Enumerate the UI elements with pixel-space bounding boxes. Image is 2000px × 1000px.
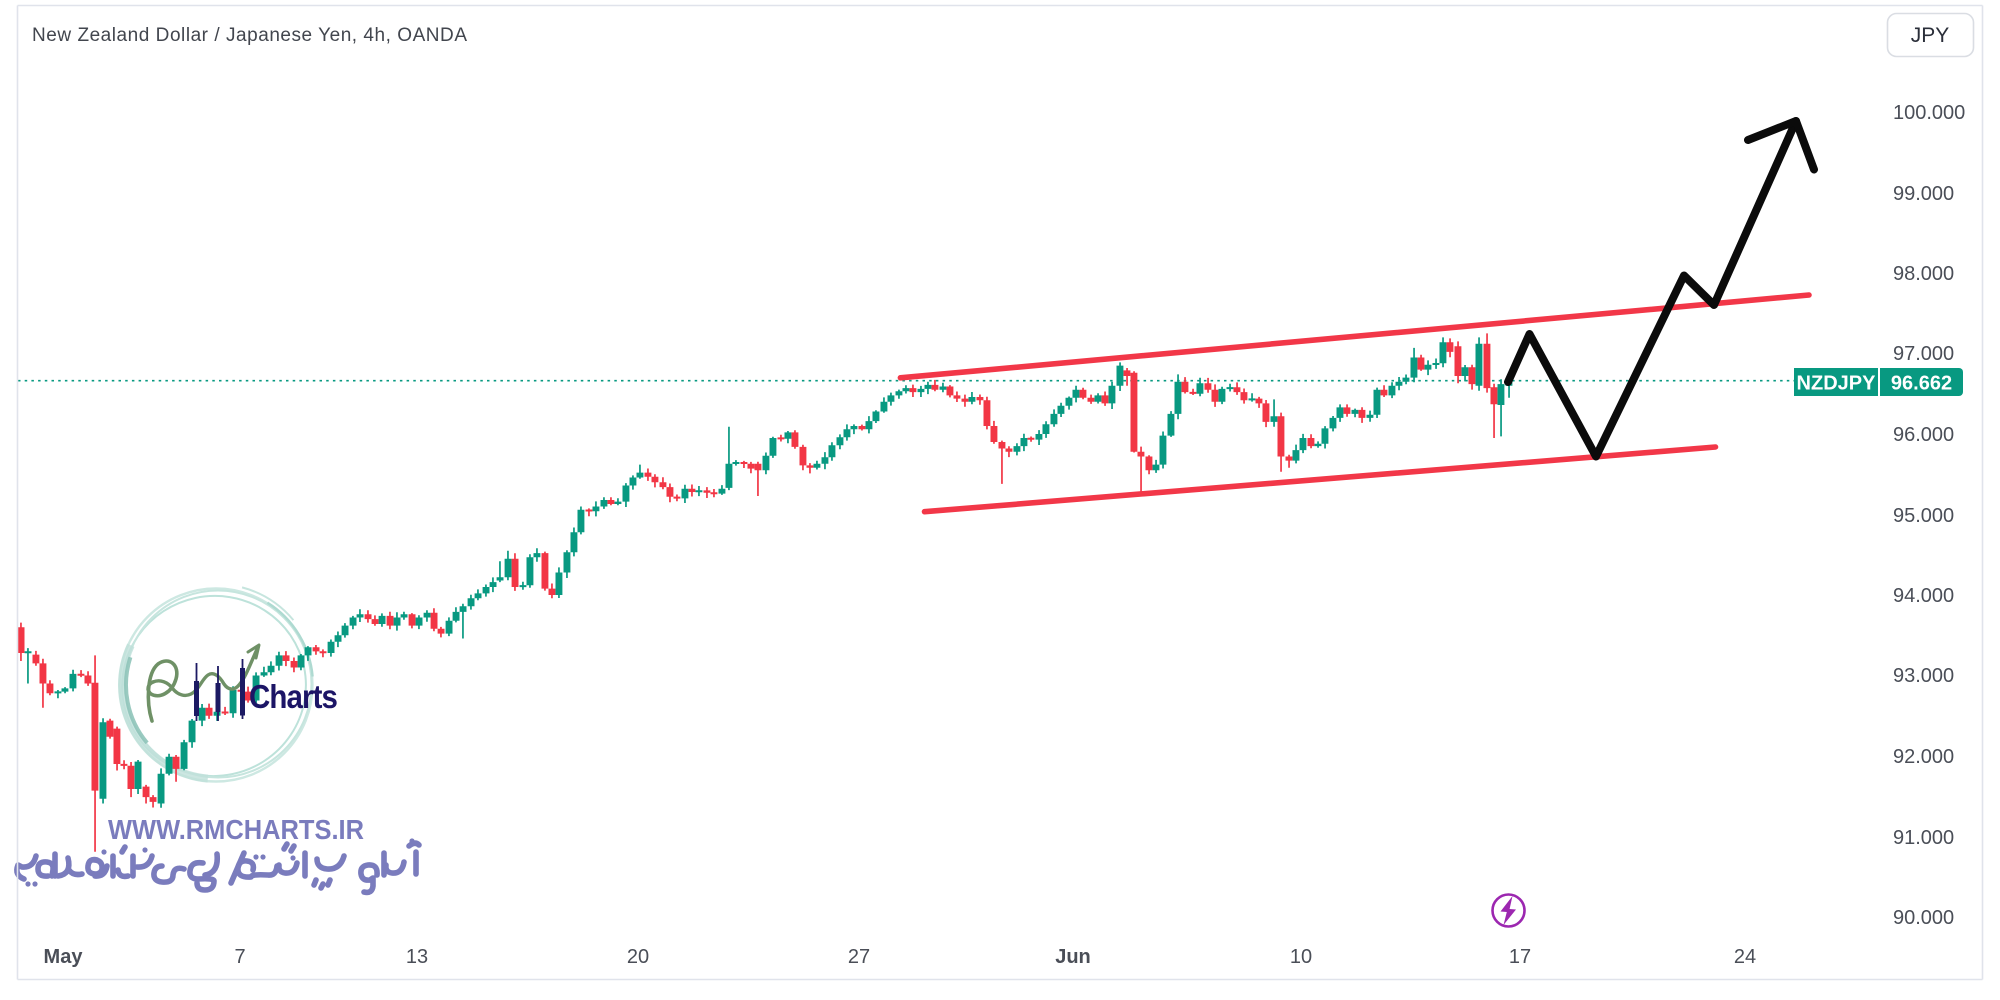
svg-text:NZDJPY: NZDJPY: [1797, 373, 1877, 395]
svg-text:94.000: 94.000: [1893, 585, 1954, 607]
svg-text:96.000: 96.000: [1893, 424, 1954, 446]
svg-text:JPY: JPY: [1911, 24, 1950, 47]
svg-text:98.000: 98.000: [1893, 263, 1954, 285]
svg-text:24: 24: [1734, 946, 1756, 968]
svg-text:90.000: 90.000: [1893, 907, 1954, 929]
svg-text:20: 20: [627, 946, 649, 968]
svg-text:93.000: 93.000: [1893, 665, 1954, 687]
svg-text:96.662: 96.662: [1891, 373, 1952, 395]
svg-text:New Zealand Dollar / Japanese: New Zealand Dollar / Japanese Yen, 4h, O…: [32, 25, 467, 46]
svg-text:17: 17: [1509, 946, 1531, 968]
svg-text:WWW.RMCHARTS.IR: WWW.RMCHARTS.IR: [108, 814, 364, 845]
svg-text:Charts: Charts: [249, 678, 337, 715]
svg-text:27: 27: [848, 946, 870, 968]
svg-text:100.000: 100.000: [1893, 102, 1965, 124]
svg-text:7: 7: [234, 946, 245, 968]
svg-text:91.000: 91.000: [1893, 827, 1954, 849]
svg-text:Jun: Jun: [1055, 946, 1091, 968]
svg-text:97.000: 97.000: [1893, 343, 1954, 365]
svg-text:13: 13: [406, 946, 428, 968]
svg-text:10: 10: [1290, 946, 1312, 968]
svg-text:99.000: 99.000: [1893, 183, 1954, 205]
svg-text:May: May: [44, 946, 84, 968]
svg-text:95.000: 95.000: [1893, 505, 1954, 527]
svg-text:92.000: 92.000: [1893, 746, 1954, 768]
